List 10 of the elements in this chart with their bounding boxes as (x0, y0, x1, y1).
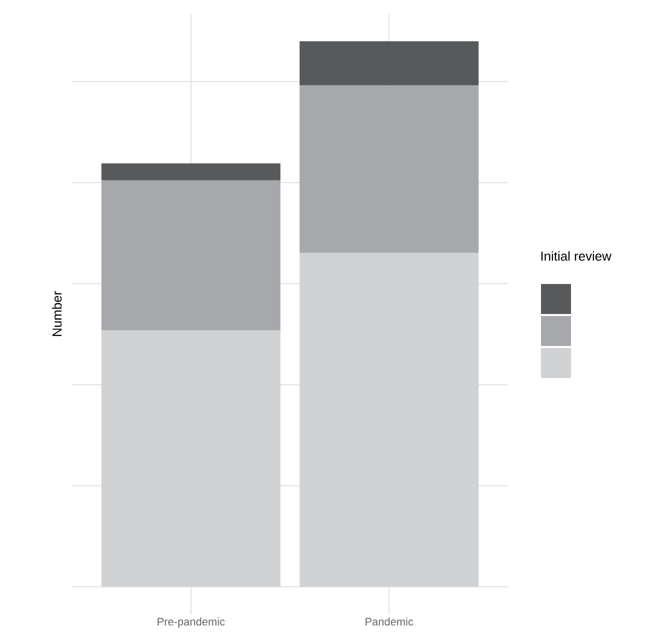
x-tick-label: Pre-pandemic (158, 618, 225, 628)
bar (101, 163, 280, 180)
bar (101, 180, 280, 330)
bar (300, 85, 479, 253)
legend-title: Initial review (541, 251, 612, 261)
bar (300, 41, 479, 86)
bar (101, 330, 280, 587)
y-axis-title: Number (52, 291, 62, 336)
bar (300, 252, 479, 587)
x-tick-label: Pandemic (366, 618, 414, 626)
